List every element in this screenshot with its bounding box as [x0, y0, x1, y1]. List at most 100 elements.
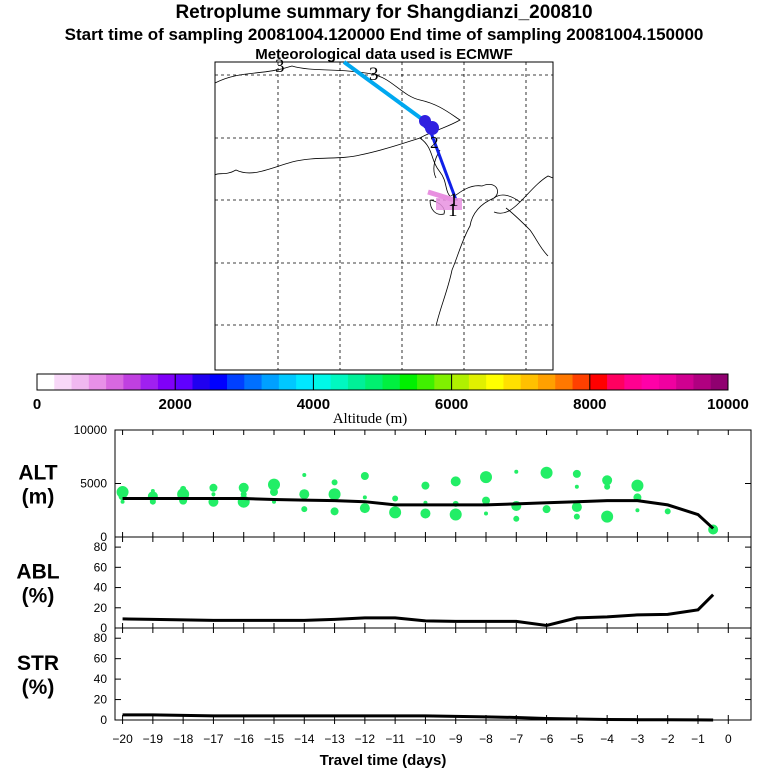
x-tick-label: −3	[631, 732, 645, 746]
panel-unit: (%)	[22, 585, 55, 608]
colorbar-cell	[261, 374, 280, 390]
scatter-point	[572, 469, 581, 478]
colorbar-cell	[624, 374, 643, 390]
scatter-point	[389, 506, 402, 519]
panel-alt: 10000 5000 0 ALT(m)	[18, 423, 752, 544]
x-tick-label: −5	[570, 732, 584, 746]
day-label: 3	[275, 56, 285, 77]
y-tick-label: 20	[94, 693, 108, 707]
series-line	[122, 496, 715, 530]
x-axis-label: Travel time (days)	[320, 752, 447, 768]
colorbar-cell	[157, 374, 176, 390]
colorbar-cell	[175, 374, 193, 390]
scatter-point	[116, 486, 129, 499]
x-tick-label: −1	[691, 732, 705, 746]
panel-abl: 80 60 40 20 0 ABL(%)	[16, 536, 752, 635]
met-data-note: Meteorological data used is ECMWF	[255, 46, 513, 63]
colorbar-cell	[572, 374, 591, 390]
colorbar-cell	[227, 374, 245, 390]
x-tick-label: −13	[324, 732, 345, 746]
scatter-point	[302, 472, 307, 477]
colorbar-cell	[71, 374, 90, 390]
y-tick-label: 5000	[80, 477, 107, 491]
x-tick-label: −6	[540, 732, 554, 746]
colorbar-label: Altitude (m)	[333, 411, 408, 427]
scatter-point	[362, 495, 367, 500]
scatter-point	[573, 513, 580, 520]
day-label: 2	[430, 133, 439, 152]
scatter-point	[574, 484, 579, 489]
colorbar-cell	[537, 374, 556, 390]
scatter-point	[392, 495, 399, 502]
colorbar-cell	[693, 374, 712, 390]
colorbar-cell	[451, 374, 470, 390]
y-tick-label: 60	[94, 652, 108, 666]
scatter-point	[542, 505, 551, 514]
altitude-colorbar: 0 2000 4000 6000 8000 10000 Altitude (m)	[33, 373, 749, 427]
scatter-point	[513, 515, 520, 522]
scatter-point	[299, 489, 310, 500]
scatter-point	[420, 508, 431, 519]
colorbar-cell	[106, 374, 124, 390]
series-line	[122, 593, 715, 627]
scatter-point	[449, 508, 462, 521]
x-tick-label: −4	[600, 732, 614, 746]
x-tick-label: −7	[509, 732, 523, 746]
y-tick-label: 20	[94, 601, 108, 615]
y-tick-label: 0	[100, 621, 107, 635]
scatter-point	[484, 511, 488, 516]
colorbar-tick-label: 8000	[573, 396, 606, 413]
colorbar-cell	[399, 374, 418, 390]
map-graticule	[215, 62, 553, 370]
trajectory-segment-upper	[342, 60, 428, 124]
x-tick-label: −19	[143, 732, 164, 746]
x-tick-label: 0	[725, 732, 732, 746]
scatter-point	[330, 507, 339, 516]
trajectory-lines	[342, 60, 462, 210]
colorbar-cell	[278, 374, 297, 390]
x-tick-label: −12	[355, 732, 376, 746]
day-label: 1	[448, 200, 458, 221]
colorbar-cell	[88, 374, 107, 390]
x-tick-label: −20	[112, 732, 133, 746]
colorbar-tick-label: 6000	[435, 396, 468, 413]
x-tick-label: −15	[264, 732, 285, 746]
scatter-point	[211, 492, 216, 497]
colorbar-cell	[607, 374, 625, 390]
scatter-point	[450, 476, 461, 487]
colorbar-cell	[641, 374, 660, 390]
colorbar-tick-label: 2000	[159, 396, 192, 413]
colorbar-cell	[503, 374, 522, 390]
panel-label: STR	[17, 652, 59, 675]
colorbar-tick-label: 0	[33, 396, 41, 413]
scatter-point	[480, 471, 492, 484]
day-label: 1	[449, 190, 459, 211]
trajectory-segment-lower	[428, 129, 458, 201]
x-tick-label: −17	[203, 732, 224, 746]
scatter-point	[571, 502, 582, 513]
scatter-point	[664, 508, 671, 515]
scatter-point	[359, 503, 370, 514]
colorbar-cell	[520, 374, 539, 390]
scatter-point	[150, 488, 155, 493]
map-frame	[214, 61, 554, 371]
colorbar-cell	[434, 374, 453, 390]
x-tick-label: −8	[479, 732, 493, 746]
colorbar-cell	[313, 374, 332, 390]
day-label: 3	[369, 64, 379, 85]
scatter-point	[601, 510, 614, 523]
day-labels: 3 3 2 1 1	[275, 56, 459, 221]
series-line	[122, 713, 714, 722]
colorbar-tick-label: 4000	[297, 396, 330, 413]
colorbar-cell	[192, 374, 211, 390]
scatter-point	[540, 466, 553, 479]
colorbar-cell	[54, 374, 73, 390]
release-box	[436, 198, 462, 210]
x-tick-label: −10	[415, 732, 436, 746]
colorbar-cell	[658, 374, 677, 390]
panel-frame	[114, 627, 752, 721]
x-tick-label: −11	[385, 732, 405, 746]
panel-unit: (%)	[22, 676, 55, 699]
